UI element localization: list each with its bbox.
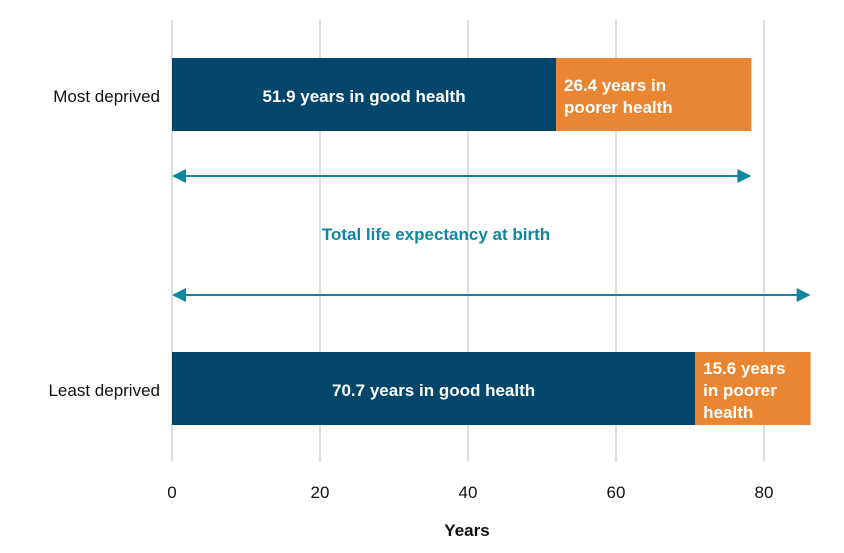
category-label: Least deprived xyxy=(48,381,160,400)
x-axis-title: Years xyxy=(444,521,489,540)
life-expectancy-arrow xyxy=(172,288,811,302)
annotation-label: Total life expectancy at birth xyxy=(322,225,550,244)
x-tick-label: 20 xyxy=(311,483,330,502)
life-expectancy-arrow xyxy=(172,169,752,183)
good-health-bar xyxy=(172,352,696,425)
x-tick-label: 0 xyxy=(167,483,176,502)
poorer-health-data-label: 26.4 years in poorer health xyxy=(564,76,673,117)
x-tick-label: 60 xyxy=(607,483,626,502)
good-health-data-label: 51.9 years in good health xyxy=(262,87,465,106)
poorer-health-bar xyxy=(695,352,811,425)
bars xyxy=(172,58,811,425)
poorer-health-data-label: 15.6 years in poorer health xyxy=(703,359,785,422)
good-health-bar xyxy=(172,58,557,131)
category-label: Most deprived xyxy=(53,87,160,106)
labels: 0 20 40 60 80 Most deprived 51.9 years in good… xyxy=(48,76,785,502)
x-tick-label: 40 xyxy=(459,483,478,502)
poorer-health-bar xyxy=(556,58,752,131)
annotation-arrows xyxy=(172,169,811,302)
x-tick-label: 80 xyxy=(755,483,774,502)
good-health-data-label: 70.7 years in good health xyxy=(332,381,535,400)
